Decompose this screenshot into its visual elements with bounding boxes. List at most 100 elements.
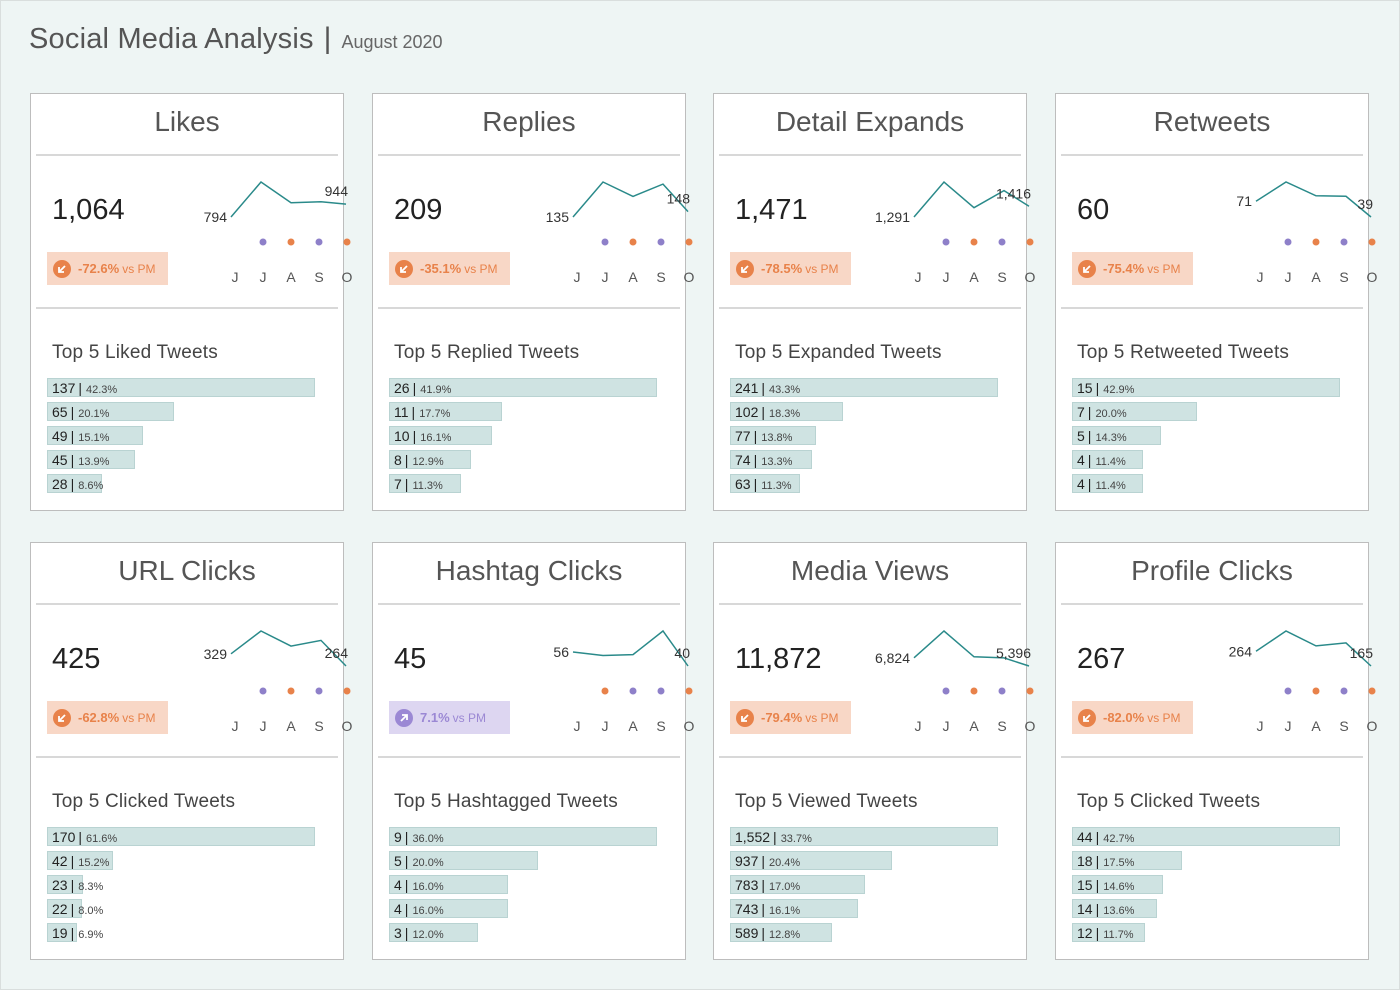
month-tick-label: S bbox=[997, 269, 1006, 285]
top-tweet-value: 63 bbox=[735, 476, 751, 492]
top5-title: Top 5 Clicked Tweets bbox=[52, 791, 236, 812]
kpi-card-media-views[interactable]: Media Views 11,872 -79.4% vs PM 6,824 5,39… bbox=[713, 542, 1036, 960]
kpi-card-profile-clicks[interactable]: Profile Clicks 267 -82.0% vs PM 264 165 J J A… bbox=[1055, 542, 1378, 960]
top-tweet-percent: 20.0% bbox=[1095, 408, 1127, 420]
monthly-indicator-dot bbox=[942, 687, 950, 695]
top-tweet-value: 1,552 bbox=[735, 829, 771, 845]
sparkline-chart: 329 264 J J A S O bbox=[204, 630, 353, 734]
top-tweet-bar bbox=[47, 402, 174, 421]
top-tweet-percent: 13.6% bbox=[1103, 905, 1135, 917]
top-tweet-bar bbox=[47, 426, 143, 445]
top-tweet-bar bbox=[47, 851, 113, 870]
divider bbox=[1061, 154, 1363, 156]
sparkline-series bbox=[230, 630, 347, 667]
top-tweet-value: 45 bbox=[52, 452, 68, 468]
change-vs-label: vs PM bbox=[805, 710, 839, 725]
divider bbox=[36, 154, 338, 156]
top-tweet-percent: 42.9% bbox=[1103, 384, 1135, 396]
monthly-indicator-dot bbox=[629, 238, 637, 246]
monthly-indicator-dot bbox=[657, 238, 665, 246]
dashboard-title: Social Media Analysis bbox=[29, 23, 314, 55]
change-value: -35.1% bbox=[420, 261, 462, 276]
top5-title: Top 5 Clicked Tweets bbox=[1077, 791, 1261, 812]
month-tick-label: A bbox=[628, 269, 638, 285]
change-badge: -79.4% vs PM bbox=[730, 701, 851, 734]
top-tweet-bar bbox=[1072, 402, 1197, 421]
monthly-indicator-dot bbox=[343, 687, 351, 695]
card-title: Detail Expands bbox=[775, 106, 965, 137]
top-tweet-bar bbox=[47, 827, 315, 846]
top-tweet-bar bbox=[47, 450, 135, 469]
top-tweet-bar bbox=[1072, 450, 1143, 469]
top-tweet-bar bbox=[1072, 899, 1157, 918]
top-tweet-value: 937 bbox=[735, 853, 759, 869]
row-separator: | bbox=[1095, 380, 1100, 396]
top-tweet-bar bbox=[1072, 474, 1143, 493]
month-tick-label: J bbox=[1285, 718, 1292, 734]
top-tweet-bar bbox=[389, 851, 538, 870]
sparkline-series bbox=[572, 181, 689, 218]
month-tick-label: J bbox=[915, 718, 922, 734]
divider bbox=[378, 756, 680, 758]
top-tweet-value: 4 bbox=[394, 901, 402, 917]
monthly-indicator-dot bbox=[1312, 687, 1320, 695]
top-tweet-bar bbox=[1072, 426, 1161, 445]
row-separator: | bbox=[70, 901, 75, 917]
divider bbox=[378, 307, 680, 309]
kpi-card-url-clicks[interactable]: URL Clicks 425 -62.8% vs PM 329 264 J J A S O T… bbox=[30, 542, 353, 960]
monthly-indicator-dot bbox=[1026, 687, 1034, 695]
top-tweet-value: 19 bbox=[52, 925, 68, 941]
divider bbox=[378, 603, 680, 605]
card-title: Retweets bbox=[1153, 106, 1271, 137]
kpi-card-likes[interactable]: Likes 1,064 -72.6% vs PM 794 944 J J A S O Top … bbox=[30, 93, 353, 511]
top-tweet-percent: 13.3% bbox=[761, 456, 793, 468]
top-tweet-percent: 17.7% bbox=[419, 408, 451, 420]
sparkline-start-label: 264 bbox=[1229, 643, 1253, 659]
top-tweet-percent: 16.0% bbox=[412, 881, 444, 893]
top-tweet-bar bbox=[389, 899, 508, 918]
sparkline-end-label: 165 bbox=[1350, 645, 1374, 661]
top-tweet-bar bbox=[730, 923, 832, 942]
month-tick-label: O bbox=[684, 269, 695, 285]
sparkline-chart: 264 165 J J A S O bbox=[1229, 630, 1378, 734]
kpi-card-hashtag-clicks[interactable]: Hashtag Clicks 45 7.1% vs PM 56 40 J J A S O To… bbox=[372, 542, 695, 960]
divider bbox=[719, 307, 1021, 309]
row-separator: | bbox=[1095, 901, 1100, 917]
top-tweet-value: 44 bbox=[1077, 829, 1093, 845]
title-separator: | bbox=[323, 22, 332, 55]
top-tweet-value: 4 bbox=[394, 877, 402, 893]
month-tick-label: J bbox=[574, 718, 581, 734]
row-separator: | bbox=[404, 452, 409, 468]
month-tick-label: J bbox=[943, 269, 950, 285]
monthly-indicator-dot bbox=[1340, 687, 1348, 695]
month-tick-label: O bbox=[684, 718, 695, 734]
row-separator: | bbox=[78, 380, 82, 396]
change-value: -82.0% bbox=[1103, 710, 1145, 725]
kpi-card-detail-expands[interactable]: Detail Expands 1,471 -78.5% vs PM 1,291 1,… bbox=[713, 93, 1036, 511]
top-tweet-percent: 14.6% bbox=[1103, 881, 1135, 893]
kpi-card-replies[interactable]: Replies 209 -35.1% vs PM 135 148 J J A S O Top … bbox=[372, 93, 695, 511]
top-tweet-percent: 15.2% bbox=[78, 857, 110, 869]
row-separator: | bbox=[753, 452, 758, 468]
monthly-indicator-dot bbox=[315, 687, 323, 695]
top-tweet-percent: 42.7% bbox=[1103, 833, 1135, 845]
divider bbox=[1061, 603, 1363, 605]
kpi-value: 11,872 bbox=[735, 643, 822, 675]
month-tick-label: S bbox=[1339, 718, 1348, 734]
row-separator: | bbox=[404, 925, 409, 941]
divider bbox=[36, 603, 338, 605]
kpi-value: 425 bbox=[52, 643, 101, 675]
top-tweet-percent: 13.8% bbox=[761, 432, 793, 444]
month-tick-label: S bbox=[656, 269, 665, 285]
top-tweet-value: 102 bbox=[735, 404, 759, 420]
card-title: Profile Clicks bbox=[1131, 555, 1293, 586]
monthly-indicator-dot bbox=[1284, 687, 1292, 695]
kpi-card-retweets[interactable]: Retweets 60 -75.4% vs PM 71 39 J J A S O Top 5 … bbox=[1055, 93, 1378, 511]
top-tweet-value: 65 bbox=[52, 404, 68, 420]
month-tick-label: O bbox=[1367, 269, 1378, 285]
row-separator: | bbox=[412, 428, 417, 444]
divider bbox=[1061, 756, 1363, 758]
divider bbox=[719, 603, 1021, 605]
top-tweet-value: 5 bbox=[1077, 428, 1085, 444]
arrow-down-left-icon bbox=[53, 259, 71, 278]
